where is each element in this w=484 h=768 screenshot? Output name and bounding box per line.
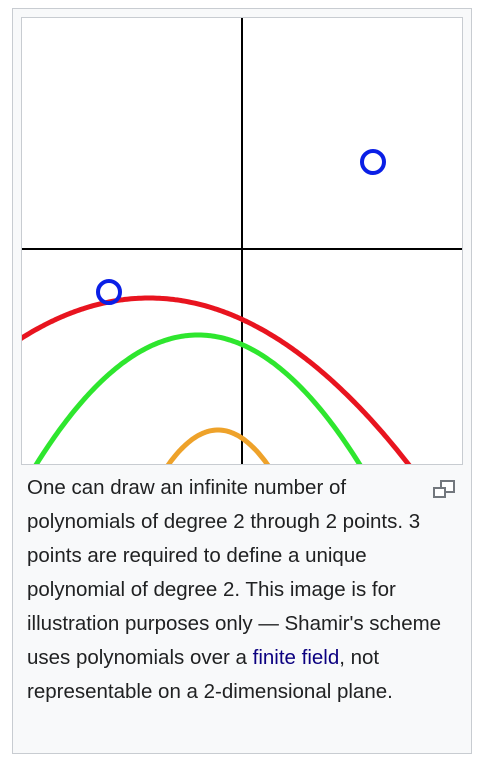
polynomial-diagram (22, 18, 462, 464)
finite-field-link[interactable]: finite field (252, 646, 340, 669)
intersection-points (96, 149, 386, 305)
intersection-point-1 (96, 279, 122, 305)
diagram-frame[interactable] (21, 17, 463, 465)
curves (22, 295, 412, 464)
intersection-point-2 (360, 149, 386, 175)
caption-text-after-link: , not representable on a 2-dimensional p… (27, 646, 393, 703)
orange-parabola (165, 427, 271, 464)
magnify-clip-icon[interactable] (431, 479, 457, 499)
figure-caption: One can draw an infinite number of polyn… (27, 471, 457, 709)
figure-thumbnail: One can draw an infinite number of polyn… (12, 8, 472, 754)
green-parabola (33, 332, 363, 464)
red-parabola (22, 295, 412, 464)
caption-text-before-link: One can draw an infinite number of polyn… (27, 476, 442, 669)
